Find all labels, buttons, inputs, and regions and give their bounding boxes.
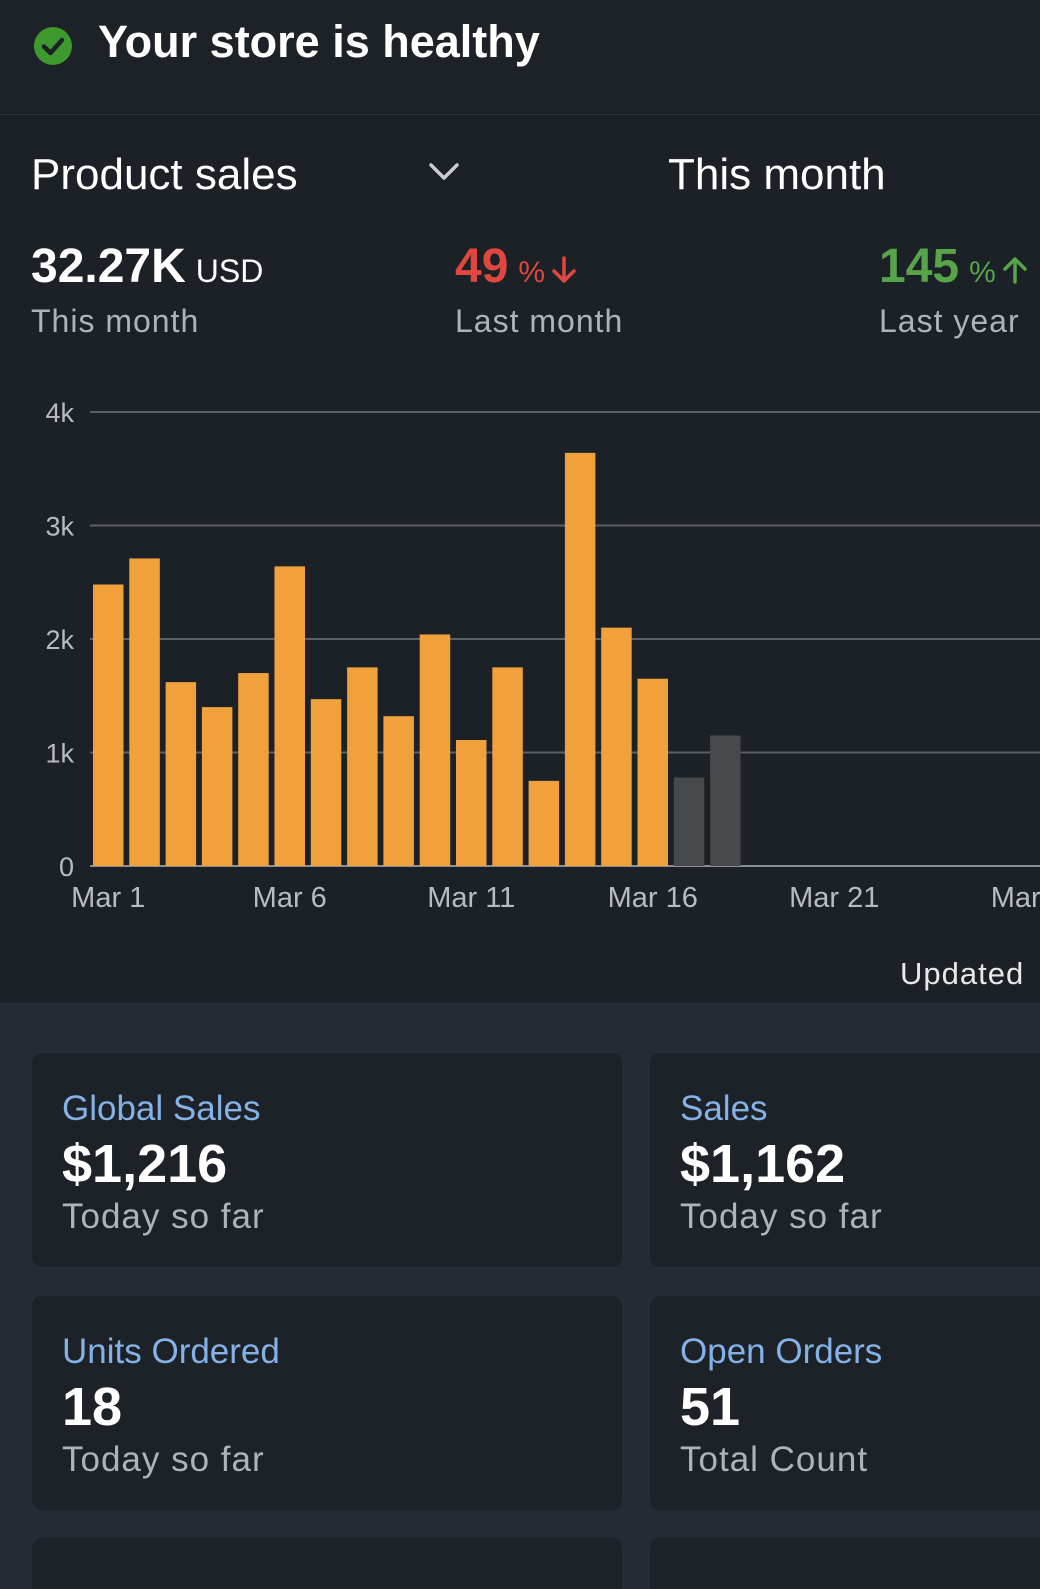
sales-bar-16[interactable]: [637, 678, 669, 866]
store-health-text: Your store is healthy: [98, 16, 540, 67]
y-tick-label: 4k: [45, 398, 74, 428]
check-circle-icon: [34, 27, 72, 65]
card-title: Global Sales: [62, 1089, 261, 1128]
x-tick-label: Mar: [991, 882, 1040, 914]
x-tick-label: Mar 6: [253, 882, 327, 914]
store-health-banner[interactable]: Your store is healthy: [0, 0, 1040, 115]
chart-canvas: 0 1k 2k 3k 4k Mar 1 Mar 6 Mar 11 Mar 16 Mar 21 Mar: [45, 398, 1040, 914]
pending-bar-17[interactable]: [673, 777, 705, 866]
sales-bar-12[interactable]: [492, 667, 523, 866]
this-month-value: 32.27K: [31, 240, 186, 293]
sales-bar-10[interactable]: [419, 634, 451, 866]
sales-bar-15[interactable]: [601, 627, 632, 866]
card-title: Open Orders: [680, 1332, 883, 1371]
metric-dropdown[interactable]: Product sales: [31, 150, 298, 199]
card-subtitle: Total Count: [680, 1440, 869, 1479]
card-value: $1,162: [680, 1134, 846, 1194]
sales-bar-6[interactable]: [274, 566, 306, 866]
chevron-down-icon[interactable]: [428, 160, 460, 184]
last-year-label: Last year: [879, 303, 1020, 339]
stat-last-year: 145% Last year: [879, 240, 1030, 339]
x-tick-label: Mar 21: [789, 882, 879, 914]
sales-bar-1[interactable]: [93, 584, 124, 866]
sales-bar-7[interactable]: [310, 699, 342, 866]
sales-bar-5[interactable]: [238, 673, 269, 866]
sales-bar-2[interactable]: [129, 558, 160, 866]
x-tick-label: Mar 16: [608, 882, 698, 914]
card-title: Sales: [680, 1089, 768, 1128]
y-tick-label: 2k: [45, 625, 74, 655]
last-month-label: Last month: [455, 303, 624, 339]
currency-unit: USD: [195, 253, 264, 289]
sales-bar-4[interactable]: [201, 707, 233, 866]
arrow-up-icon: [1003, 257, 1027, 284]
sales-bar-9[interactable]: [383, 716, 414, 866]
stat-this-month: 32.27K USD This month: [31, 240, 264, 340]
updated-timestamp: Updated: [900, 956, 1025, 991]
card-subtitle: Today so far: [62, 1197, 265, 1236]
y-tick-label: 3k: [45, 512, 74, 542]
sales-bar-13[interactable]: [528, 780, 560, 866]
this-month-label: This month: [31, 303, 200, 339]
arrow-down-icon: [552, 256, 576, 283]
card-value: $1,216: [62, 1134, 228, 1194]
period-dropdown[interactable]: This month: [668, 150, 886, 199]
sales-bar-11[interactable]: [456, 740, 487, 866]
sales-bar-8[interactable]: [347, 667, 378, 866]
last-month-percent-sign: %: [518, 256, 546, 289]
card-open-orders[interactable]: Open Orders 51 Total Count: [650, 1296, 1040, 1510]
last-year-percent-sign: %: [969, 256, 996, 289]
card-title: Units Ordered: [62, 1332, 280, 1371]
card-sales[interactable]: Sales $1,162 Today so far: [650, 1053, 1040, 1267]
card-value: 18: [62, 1377, 123, 1437]
sales-bar-3[interactable]: [165, 682, 197, 866]
card-partial[interactable]: [32, 1538, 622, 1589]
card-value: 51: [680, 1377, 741, 1437]
sales-bar-chart[interactable]: 0 1k 2k 3k 4k Mar 1 Mar 6 Mar 11 Mar 16 Mar 21 Mar: [0, 385, 1040, 925]
card-global-sales[interactable]: Global Sales $1,216 Today so far: [32, 1053, 622, 1267]
card-subtitle: Today so far: [680, 1197, 883, 1236]
x-tick-label: Mar 11: [427, 882, 515, 914]
sales-bar-14[interactable]: [564, 452, 596, 866]
last-month-value: 49: [455, 240, 509, 293]
card-subtitle: Today so far: [62, 1440, 265, 1479]
y-tick-label: 1k: [45, 739, 74, 769]
stat-last-month: 49% Last month: [455, 240, 622, 340]
card-partial[interactable]: [650, 1538, 1040, 1589]
last-year-value: 145: [879, 240, 960, 293]
y-tick-label: 0: [59, 852, 74, 882]
pending-bar-18[interactable]: [710, 735, 741, 866]
x-tick-label: Mar 1: [71, 882, 145, 914]
card-units-ordered[interactable]: Units Ordered 18 Today so far: [32, 1296, 622, 1510]
